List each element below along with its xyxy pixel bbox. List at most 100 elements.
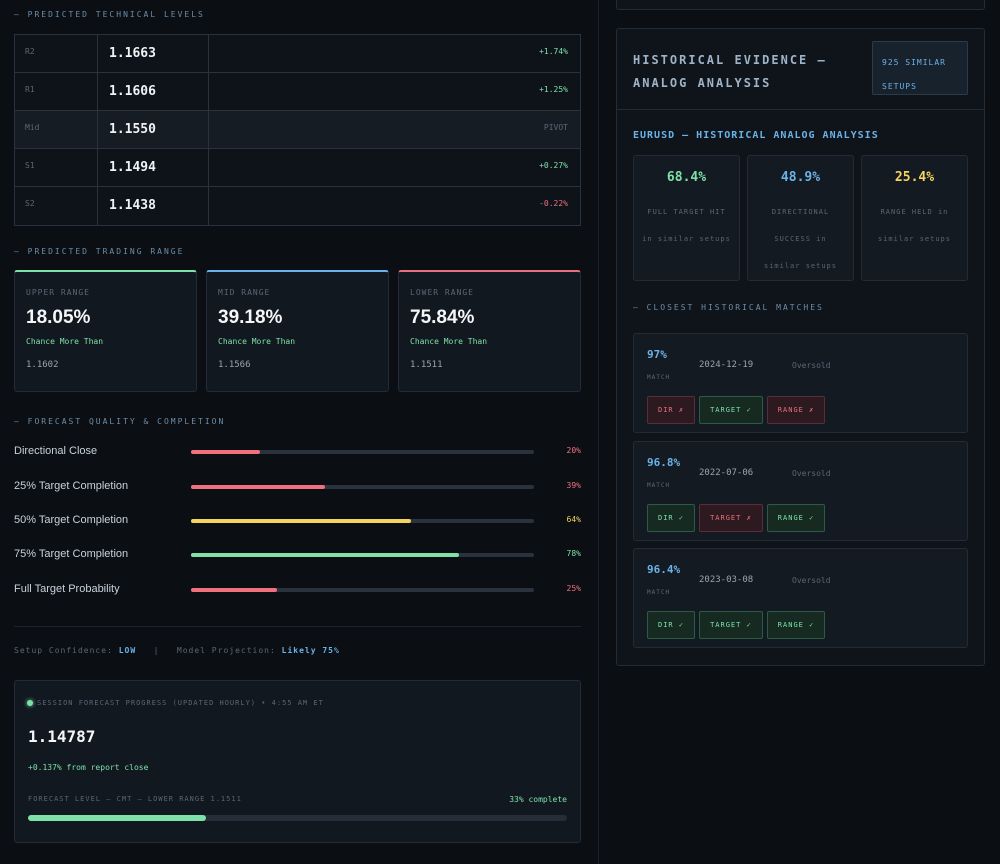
quality-row: 50% Target Completion 64% (14, 514, 581, 528)
range-card-subtitle: Chance More Than (410, 337, 488, 346)
completion-text: 33% complete (509, 795, 567, 804)
closest-matches-heading: — CLOSEST HISTORICAL MATCHES (633, 303, 824, 312)
session-price: 1.14787 (28, 727, 96, 746)
level-row: R2 1.1663 +1.74% (15, 35, 580, 73)
quality-bar-fill (191, 485, 325, 489)
analog-stat-description: RANGE HELD in similar setups (877, 208, 951, 243)
quality-row: Directional Close 20% (14, 445, 581, 459)
quality-label: Directional Close (14, 445, 98, 457)
level-row: Mid 1.1550 PIVOT (15, 111, 580, 149)
level-change: -0.22% (539, 199, 568, 208)
match-percent: 97% (647, 348, 667, 361)
quality-value: 64% (566, 515, 581, 524)
analog-stat-value: 68.4% (666, 170, 707, 185)
trading-range-cards: UPPER RANGE 18.05% Chance More Than 1.1602 M… (14, 270, 581, 392)
analog-title: EURUSD — HISTORICAL ANALOG ANALYSIS (633, 130, 879, 141)
match-outcome-tag: DIR ✗ (647, 396, 696, 424)
level-label: R2 (15, 35, 98, 72)
confidence-line: Setup Confidence: LOW | Model Projection… (14, 646, 340, 655)
match-condition: Oversold (792, 469, 831, 478)
quality-row: 25% Target Completion 39% (14, 480, 581, 494)
analog-stat-description: FULL TARGET HIT in similar setups (642, 208, 731, 243)
level-change: +1.25% (539, 85, 568, 94)
confidence-separator: | (153, 646, 160, 655)
range-card: MID RANGE 39.18% Chance More Than 1.1566 (206, 270, 389, 392)
level-row: S2 1.1438 -0.22% (15, 187, 580, 225)
trading-range-heading: — PREDICTED TRADING RANGE (14, 247, 185, 256)
quality-bar (191, 519, 534, 523)
level-value: 1.1494 (98, 149, 209, 186)
quality-value: 25% (566, 584, 581, 593)
level-value: 1.1438 (98, 187, 209, 225)
similar-setups-badge[interactable]: 925 SIMILAR SETUPS (872, 41, 968, 95)
level-change: +0.27% (539, 161, 568, 170)
session-progress-bar (28, 815, 567, 821)
range-card-level: 1.1566 (218, 360, 251, 370)
range-card-label: MID RANGE (218, 288, 271, 297)
panel-divider (617, 109, 984, 110)
quality-bar-fill (191, 450, 260, 454)
technical-levels-heading: — PREDICTED TECHNICAL LEVELS (14, 10, 205, 19)
quality-label: Full Target Probability (14, 583, 120, 595)
session-forecast-panel: SESSION FORECAST PROGRESS (UPDATED HOURL… (14, 680, 581, 843)
match-date: 2024-12-19 (699, 360, 754, 370)
match-condition: Oversold (792, 576, 831, 585)
analog-stat-value: 48.9% (780, 170, 821, 185)
match-outcome-tag: TARGET ✓ (699, 396, 763, 424)
range-card-percent: 39.18% (218, 307, 283, 328)
match-percent: 96.8% (647, 456, 681, 469)
column-divider (598, 0, 599, 864)
match-outcome-tag: RANGE ✓ (766, 504, 826, 532)
model-projection-label: Model Projection: (176, 646, 276, 655)
match-date: 2023-03-08 (699, 575, 754, 585)
historical-match-card[interactable]: 96.4% MATCH 2023-03-08 Oversold DIR ✓ TARGET … (633, 548, 968, 648)
quality-bar-fill (191, 553, 459, 557)
match-outcome-tag: TARGET ✗ (699, 504, 763, 532)
analog-stat-description: DIRECTIONAL SUCCESS in similar setups (763, 208, 837, 270)
match-outcome-tag: RANGE ✓ (766, 611, 826, 639)
level-label: S1 (15, 149, 98, 186)
quality-label: 25% Target Completion (14, 480, 129, 492)
match-tags: DIR ✗ TARGET ✓ RANGE ✗ (647, 396, 826, 424)
historical-match-card[interactable]: 97% MATCH 2024-12-19 Oversold DIR ✗ TARGET ✓ R… (633, 333, 968, 433)
setup-confidence-value: LOW (118, 646, 137, 655)
quality-row: Full Target Probability 25% (14, 583, 581, 597)
quality-bar-fill (191, 588, 277, 592)
session-header: SESSION FORECAST PROGRESS (UPDATED HOURL… (27, 699, 324, 707)
quality-row: 75% Target Completion 78% (14, 548, 581, 562)
match-label: MATCH (647, 589, 671, 596)
historical-match-card[interactable]: 96.8% MATCH 2022-07-06 Oversold DIR ✓ TARGET … (633, 441, 968, 541)
match-percent: 96.4% (647, 563, 681, 576)
range-card-label: UPPER RANGE (26, 288, 90, 297)
range-card-subtitle: Chance More Than (26, 337, 104, 346)
level-value: 1.1606 (98, 73, 209, 110)
analog-stat-cards: 68.4% FULL TARGET HIT in similar setups 48… (633, 155, 968, 281)
quality-label: 50% Target Completion (14, 514, 129, 526)
match-date: 2022-07-06 (699, 468, 754, 478)
match-outcome-tag: TARGET ✓ (699, 611, 763, 639)
quality-value: 78% (566, 549, 581, 558)
analog-stat-card: 48.9% DIRECTIONAL SUCCESS in similar setu… (747, 155, 854, 281)
range-card-subtitle: Chance More Than (218, 337, 296, 346)
match-outcome-tag: DIR ✓ (647, 504, 696, 532)
range-card-percent: 18.05% (26, 307, 91, 328)
match-tags: DIR ✓ TARGET ✗ RANGE ✓ (647, 504, 826, 532)
level-row: S1 1.1494 +0.27% (15, 149, 580, 187)
quality-value: 39% (566, 481, 581, 490)
model-projection-value: Likely 75% (281, 646, 340, 655)
range-card-level: 1.1602 (26, 360, 59, 370)
match-outcome-tag: RANGE ✗ (766, 396, 826, 424)
setup-confidence-label: Setup Confidence: (14, 646, 113, 655)
session-progress-fill (28, 815, 206, 821)
match-label: MATCH (647, 374, 671, 381)
analog-stat-card: 25.4% RANGE HELD in similar setups (861, 155, 968, 281)
range-card: LOWER RANGE 75.84% Chance More Than 1.1511 (398, 270, 581, 392)
range-card-label: LOWER RANGE (410, 288, 474, 297)
session-change: +0.137% from report close (28, 763, 149, 772)
forecast-level-text: FORECAST LEVEL — CMT — LOWER RANGE 1.151… (28, 795, 242, 803)
analog-stat-value: 25.4% (894, 170, 935, 185)
quality-bar (191, 450, 534, 454)
match-label: MATCH (647, 482, 671, 489)
range-card: UPPER RANGE 18.05% Chance More Than 1.1602 (14, 270, 197, 392)
technical-levels-table: R2 1.1663 +1.74% R1 1.1606 +1.25% Mid 1.1550 PIV… (14, 34, 581, 226)
